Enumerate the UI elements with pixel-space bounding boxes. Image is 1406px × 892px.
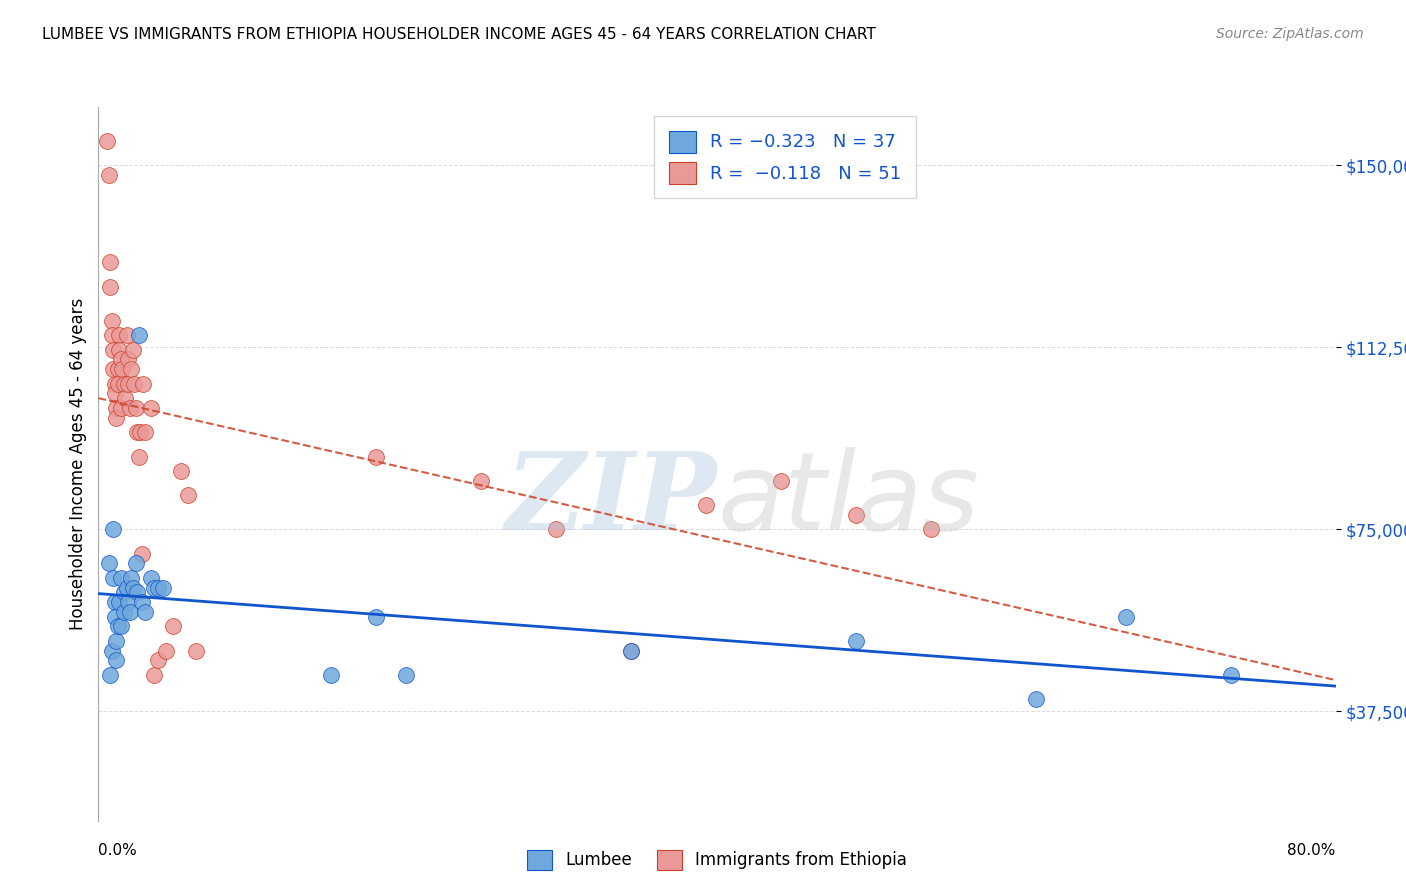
Point <box>117 376 139 391</box>
Point <box>131 547 153 561</box>
Point <box>125 557 148 571</box>
Point <box>1219 668 1241 682</box>
Point <box>107 619 129 633</box>
Point <box>920 522 942 536</box>
Text: atlas: atlas <box>717 447 979 552</box>
Point <box>101 328 124 343</box>
Point <box>845 634 868 648</box>
Point <box>100 279 122 293</box>
Point <box>117 352 139 367</box>
Point <box>769 474 792 488</box>
Point <box>155 644 177 658</box>
Point <box>117 595 139 609</box>
Point <box>105 634 128 648</box>
Point <box>129 425 152 440</box>
Point <box>108 343 131 357</box>
Point <box>620 644 643 658</box>
Point <box>124 376 146 391</box>
Point <box>96 134 118 148</box>
Point <box>110 619 132 633</box>
Point <box>104 376 127 391</box>
Point <box>1115 609 1137 624</box>
Point <box>105 410 128 425</box>
Point <box>134 425 156 440</box>
Point <box>139 401 162 415</box>
Point <box>100 668 122 682</box>
Point <box>110 352 132 367</box>
Point <box>132 376 155 391</box>
Point <box>101 313 124 327</box>
Point <box>118 401 141 415</box>
Point <box>131 595 153 609</box>
Point <box>103 571 125 585</box>
Point <box>152 581 174 595</box>
Text: 80.0%: 80.0% <box>1288 843 1336 858</box>
Point <box>100 255 122 269</box>
Point <box>125 401 148 415</box>
Point <box>162 619 184 633</box>
Point <box>101 644 124 658</box>
Point <box>97 168 120 182</box>
Point <box>142 581 165 595</box>
Point <box>107 376 129 391</box>
Point <box>103 362 125 376</box>
Point <box>115 581 138 595</box>
Point <box>120 571 142 585</box>
Point <box>105 401 128 415</box>
Point <box>103 522 125 536</box>
Point <box>1025 692 1047 706</box>
Point <box>122 581 145 595</box>
Y-axis label: Householder Income Ages 45 - 64 years: Householder Income Ages 45 - 64 years <box>69 298 87 630</box>
Point <box>184 644 207 658</box>
Point <box>142 668 165 682</box>
Point <box>112 376 135 391</box>
Point <box>845 508 868 522</box>
Point <box>395 668 418 682</box>
Point <box>139 571 162 585</box>
Point <box>127 425 149 440</box>
Point <box>118 605 141 619</box>
Point <box>148 581 170 595</box>
Point <box>104 595 127 609</box>
Point <box>127 585 149 599</box>
Text: ZIP: ZIP <box>506 447 717 552</box>
Point <box>319 668 342 682</box>
Point <box>364 609 387 624</box>
Point <box>364 450 387 464</box>
Point <box>620 644 643 658</box>
Point <box>97 557 120 571</box>
Point <box>470 474 492 488</box>
Point <box>170 464 193 478</box>
Text: LUMBEE VS IMMIGRANTS FROM ETHIOPIA HOUSEHOLDER INCOME AGES 45 - 64 YEARS CORRELA: LUMBEE VS IMMIGRANTS FROM ETHIOPIA HOUSE… <box>42 27 876 42</box>
Point <box>108 595 131 609</box>
Point <box>110 401 132 415</box>
Point <box>110 571 132 585</box>
Point <box>104 386 127 401</box>
Point <box>128 450 150 464</box>
Point <box>544 522 567 536</box>
Point <box>108 328 131 343</box>
Legend: Lumbee, Immigrants from Ethiopia: Lumbee, Immigrants from Ethiopia <box>520 843 914 877</box>
Point <box>122 343 145 357</box>
Point <box>107 362 129 376</box>
Point <box>104 609 127 624</box>
Text: Source: ZipAtlas.com: Source: ZipAtlas.com <box>1216 27 1364 41</box>
Point <box>134 605 156 619</box>
Point <box>114 392 136 406</box>
Point <box>111 362 134 376</box>
Point <box>105 653 128 667</box>
Point <box>177 488 200 502</box>
Point <box>120 362 142 376</box>
Point <box>148 653 170 667</box>
Point <box>112 605 135 619</box>
Point <box>112 585 135 599</box>
Point <box>115 328 138 343</box>
Point <box>103 343 125 357</box>
Point <box>695 498 717 512</box>
Text: 0.0%: 0.0% <box>98 843 138 858</box>
Point <box>128 328 150 343</box>
